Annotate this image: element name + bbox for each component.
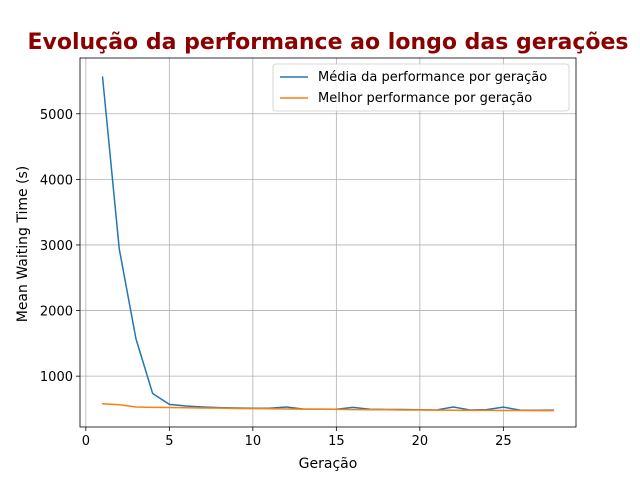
x-tick-label: 15 bbox=[328, 434, 345, 449]
y-axis-label: Mean Waiting Time (s) bbox=[15, 166, 31, 323]
plot-frame bbox=[79, 57, 577, 428]
axis-ticks: 0 5 10 15 20 25 1000 2000 3000 4000 5000 bbox=[40, 108, 512, 449]
legend: Média da performance por geração Melhor … bbox=[272, 63, 570, 112]
legend-label-best: Melhor performance por geração bbox=[318, 91, 532, 106]
y-tick-label: 3000 bbox=[40, 239, 73, 254]
x-tick-label: 25 bbox=[495, 434, 512, 449]
x-tick-label: 20 bbox=[412, 434, 429, 449]
series-line-best bbox=[101, 402, 555, 412]
y-tick-label: 4000 bbox=[40, 173, 73, 188]
x-tick-label: 10 bbox=[245, 434, 262, 449]
grid-lines bbox=[80, 58, 576, 427]
x-axis-label: Geração bbox=[299, 456, 358, 472]
x-tick-label: 0 bbox=[82, 434, 90, 449]
series-lines bbox=[101, 76, 555, 412]
y-tick-label: 2000 bbox=[40, 305, 73, 320]
legend-label-mean: Média da performance por geração bbox=[318, 70, 547, 85]
series-line-mean bbox=[101, 76, 555, 412]
x-tick-label: 5 bbox=[165, 434, 173, 449]
legend-box bbox=[272, 63, 570, 112]
y-tick-label: 5000 bbox=[40, 108, 73, 123]
chart-title: Evolução da performance ao longo das ger… bbox=[27, 30, 628, 55]
y-tick-label: 1000 bbox=[40, 370, 73, 385]
